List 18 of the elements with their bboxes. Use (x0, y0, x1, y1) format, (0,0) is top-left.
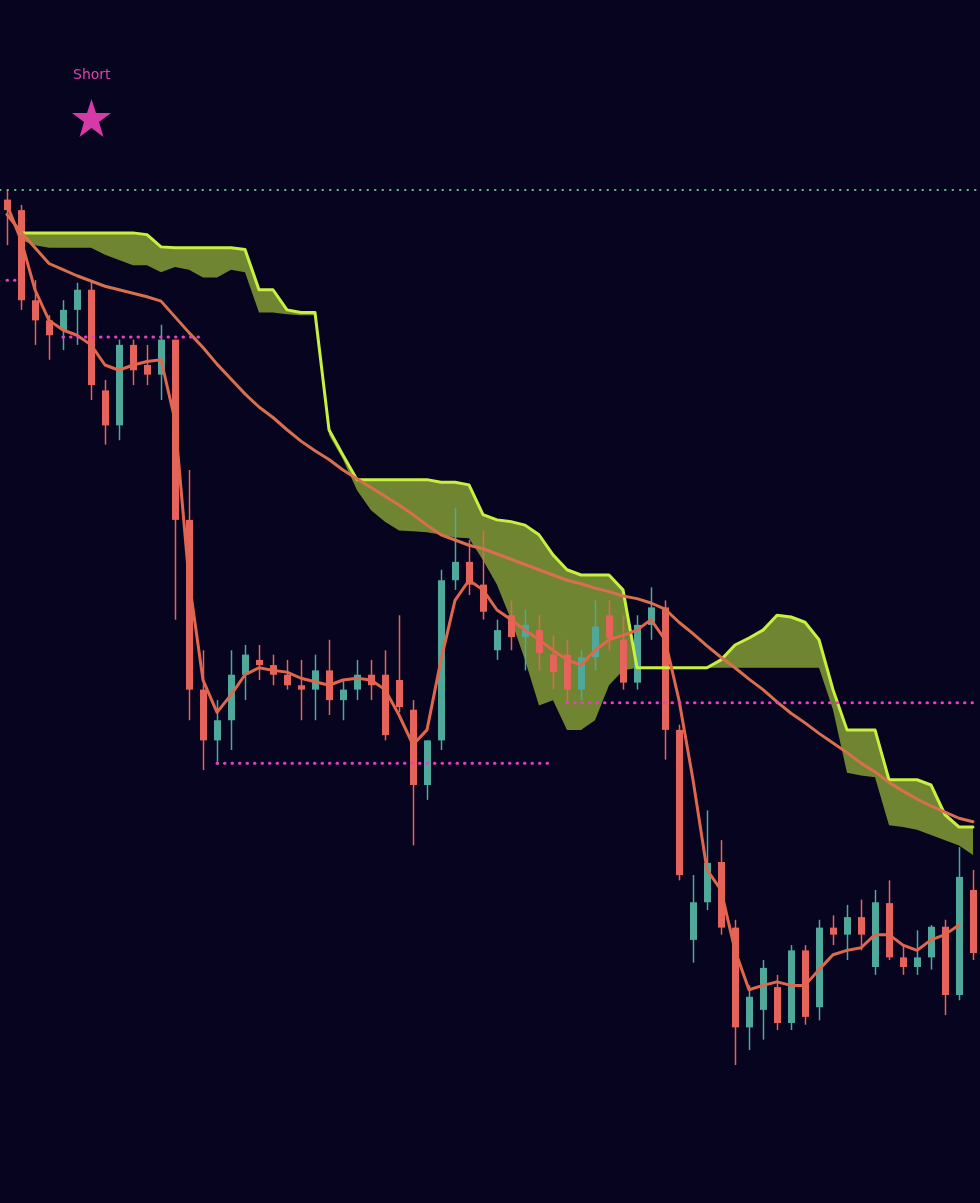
text: Short (73, 66, 111, 82)
candlestick (606, 599, 613, 651)
candlestick (494, 618, 501, 661)
candlestick (32, 279, 39, 346)
candlestick (550, 634, 557, 691)
candlestick (144, 344, 151, 386)
candlestick (830, 914, 837, 946)
candlestick (452, 506, 459, 591)
candlestick (284, 659, 291, 691)
candlestick (844, 904, 851, 961)
candlestick (60, 299, 67, 351)
candlestick (340, 679, 347, 721)
candlestick (298, 659, 305, 721)
candlestick (256, 644, 263, 681)
candlestick (74, 282, 81, 346)
candlestick (914, 929, 921, 976)
candlestick (858, 898, 865, 952)
candlestick (900, 944, 907, 976)
